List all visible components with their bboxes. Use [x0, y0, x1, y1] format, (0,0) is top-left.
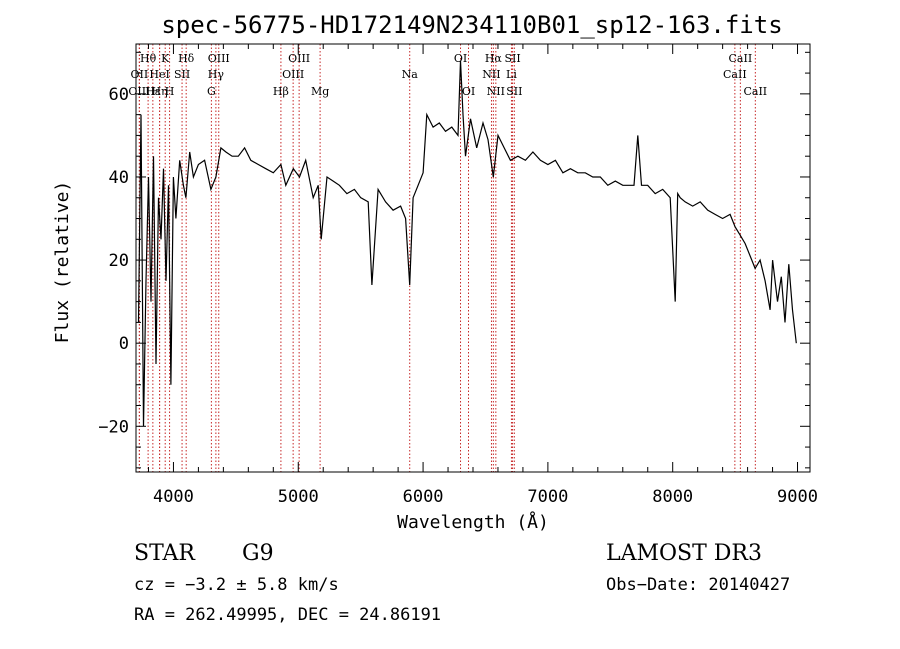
survey-name: LAMOST DR3 — [606, 541, 762, 566]
line-label-15: OIII — [282, 68, 304, 81]
line-label-21: NII — [482, 68, 500, 81]
object-class: STAR — [134, 541, 196, 566]
line-label-5: K — [161, 52, 170, 65]
y-tick-label: 20 — [109, 251, 129, 271]
spectrum-line — [137, 60, 797, 427]
line-label-3: Hε — [145, 85, 161, 98]
x-tick-label: 6000 — [403, 487, 444, 507]
line-label-19: OI — [462, 85, 475, 98]
line-label-24: Li — [506, 68, 517, 81]
line-label-27: CaII — [723, 68, 747, 81]
line-label-18: OI — [454, 52, 467, 65]
plot-frame — [135, 43, 811, 473]
line-label-8: H — [165, 85, 175, 98]
line-label-13: Hβ — [273, 85, 289, 98]
line-label-11: Hγ — [208, 68, 225, 81]
ra-dec: RA = 262.49995, DEC = 24.86191 — [134, 605, 441, 625]
spectrum-series — [137, 60, 797, 427]
x-axis-label: Wavelength (Å) — [397, 511, 549, 533]
line-label-26: CaII — [729, 52, 753, 65]
x-tick-label: 9000 — [777, 487, 818, 507]
chart-title: spec-56775-HD172149N234110B01_sp12-163.f… — [161, 11, 782, 39]
line-label-9: Hδ — [178, 52, 195, 65]
line-label-23: SII — [504, 52, 520, 65]
y-tick-label: −20 — [98, 417, 129, 437]
line-label-2: OIII — [128, 85, 150, 98]
x-tick-label: 5000 — [278, 487, 319, 507]
line-label-4: HeI — [149, 68, 169, 81]
line-label-10: OIII — [208, 52, 230, 65]
x-tick-label: 4000 — [153, 487, 194, 507]
line-label-17: Na — [402, 68, 419, 81]
line-label-20: Hα — [485, 52, 503, 65]
x-axis: 4000 5000 6000 7000 8000 9000 — [147, 44, 818, 507]
y-tick-label: 0 — [119, 334, 129, 354]
line-label-28: CaII — [743, 85, 767, 98]
obs-date: Obs−Date: 20140427 — [606, 575, 790, 595]
line-label-14: OIII — [288, 52, 310, 65]
y-axis-label: Flux (relative) — [52, 181, 73, 344]
line-label-1: OII — [131, 68, 149, 81]
line-label-0: Hθ — [140, 52, 157, 65]
line-label-12: G — [207, 85, 216, 98]
line-label-22: NII — [487, 85, 505, 98]
line-label-25: SII — [506, 85, 522, 98]
y-axis: −20 0 20 40 60 — [98, 51, 810, 469]
object-subclass: G9 — [242, 541, 274, 566]
x-tick-label: 8000 — [652, 487, 693, 507]
spectral-line-markers — [138, 44, 756, 472]
line-label-16: Mg — [311, 85, 329, 98]
x-tick-label: 7000 — [527, 487, 568, 507]
y-tick-label: 40 — [109, 168, 129, 188]
line-label-7: SII — [174, 68, 190, 81]
redshift-cz: cz = −3.2 ± 5.8 km/s — [134, 575, 339, 595]
line-label-6: Hη — [151, 85, 167, 98]
y-tick-label: 60 — [109, 85, 129, 105]
